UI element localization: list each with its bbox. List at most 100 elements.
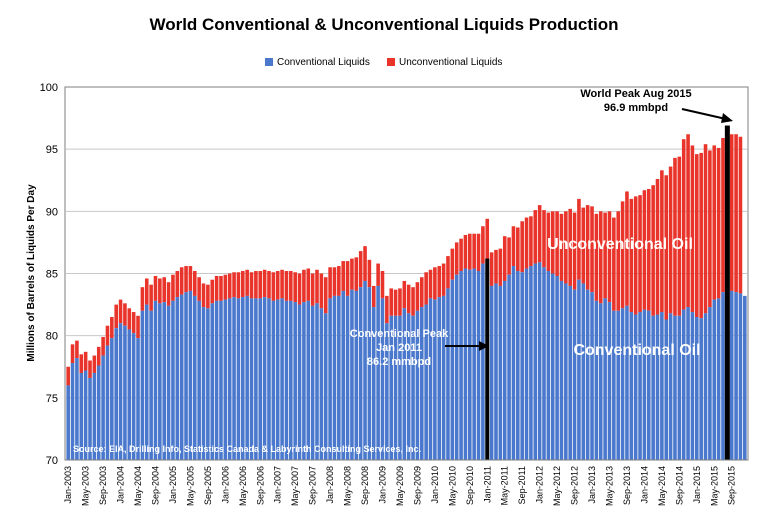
bar-conventional [516, 271, 520, 460]
bar-conventional [690, 312, 695, 460]
bar-conventional [249, 298, 254, 460]
bar-unconventional [524, 217, 529, 269]
bar-conventional [546, 271, 551, 460]
bar-conventional [590, 292, 594, 460]
bar-unconventional [345, 261, 350, 296]
bar-unconventional [319, 273, 324, 309]
bar-conventional [210, 303, 215, 460]
bar-conventional [88, 377, 92, 460]
bar-conventional [105, 345, 110, 460]
bar-unconventional [271, 272, 276, 301]
bar-unconventional [502, 236, 507, 281]
bar-unconventional [642, 190, 647, 310]
bar-unconventional [590, 206, 594, 293]
conventional-peak-label-line3: 86.2 mmbpd [367, 356, 431, 368]
bar-unconventional [254, 271, 258, 299]
x-tick-label: May-2011 [500, 466, 510, 505]
bar-unconventional [498, 248, 503, 286]
world-peak-label-line1: World Peak Aug 2015 [580, 88, 691, 100]
bar-unconventional [302, 269, 306, 303]
bar-unconventional [144, 278, 149, 305]
bar-conventional [79, 372, 84, 460]
bar-unconventional [598, 211, 603, 304]
bar-conventional [585, 289, 590, 460]
bar-conventional [721, 292, 725, 460]
bar-conventional [450, 279, 455, 460]
bar-unconventional [227, 273, 232, 299]
bar-unconventional [533, 210, 538, 264]
bar-conventional [254, 298, 258, 460]
bar-unconventional [673, 157, 677, 316]
bar-unconventional [668, 166, 673, 314]
bar-conventional [533, 263, 538, 460]
bar-conventional [703, 313, 708, 460]
bar-unconventional [472, 233, 476, 269]
bar-unconventional [258, 271, 263, 299]
bar-unconventional [446, 256, 450, 289]
bar-conventional [411, 315, 415, 460]
x-tick-label: Sep-2005 [203, 466, 213, 505]
bar-unconventional [529, 216, 533, 267]
y-axis-label: Millions of Barrels of Liquids Per Day [26, 184, 37, 362]
bar-unconventional [577, 198, 581, 280]
x-tick-label: Jan-2003 [63, 466, 73, 504]
bar-unconventional [297, 273, 302, 305]
bar-unconventional [542, 210, 546, 268]
bar-unconventional [459, 238, 463, 272]
bar-unconventional [638, 195, 642, 313]
bar-unconventional [594, 213, 599, 301]
bar-unconventional [441, 263, 446, 296]
bar-unconventional [219, 275, 223, 301]
bar-conventional [568, 285, 572, 460]
bar-conventional [136, 338, 140, 460]
bar-conventional [660, 312, 664, 460]
bar-conventional [507, 274, 511, 460]
bar-conventional [738, 293, 743, 460]
bar-conventional [520, 272, 524, 460]
bar-conventional [192, 295, 197, 460]
bar-conventional [716, 298, 721, 460]
legend-label-conventional: Conventional Liquids [277, 57, 370, 68]
bar-unconventional [262, 269, 267, 298]
legend-swatch-unconventional [387, 58, 395, 66]
bar-unconventional [507, 237, 511, 275]
bar-conventional [323, 313, 328, 460]
world-peak-marker [724, 125, 730, 460]
conventional-oil-label: Conventional Oil [573, 342, 700, 359]
bar-unconventional [310, 273, 315, 306]
x-tick-label: Jan-2006 [220, 466, 230, 504]
bar-unconventional [70, 344, 75, 364]
x-tick-label: Jan-2015 [692, 466, 702, 504]
bar-conventional [655, 314, 660, 460]
y-tick-label: 95 [46, 144, 58, 156]
bar-conventional [708, 307, 712, 460]
bar-conventional [472, 268, 476, 460]
bar-conventional [529, 266, 533, 460]
bar-conventional [319, 308, 324, 460]
bar-conventional [629, 312, 634, 460]
bar-conventional [625, 305, 629, 460]
bar-unconventional [214, 275, 219, 301]
bar-unconventional [633, 196, 638, 315]
bar-conventional [123, 325, 127, 460]
bar-conventional [280, 298, 284, 460]
bar-conventional [131, 333, 136, 460]
bar-unconventional [83, 351, 88, 371]
x-tick-label: Jan-2009 [377, 466, 387, 504]
bar-conventional [633, 314, 638, 460]
bar-unconventional [118, 299, 123, 324]
x-tick-label: May-2010 [447, 466, 457, 506]
bar-unconventional [206, 284, 210, 309]
x-tick-label: Sep-2014 [674, 466, 684, 505]
legend: Conventional Liquids Unconventional Liqu… [265, 57, 502, 68]
bar-conventional [577, 279, 581, 460]
bar-conventional [598, 303, 603, 460]
bar-conventional [114, 328, 118, 460]
conventional-peak-arrow [445, 341, 489, 351]
bar-unconventional [489, 252, 494, 286]
bar-unconventional [625, 191, 629, 306]
bar-conventional [75, 358, 79, 460]
bar-unconventional [481, 226, 485, 264]
bar-unconventional [131, 312, 136, 334]
